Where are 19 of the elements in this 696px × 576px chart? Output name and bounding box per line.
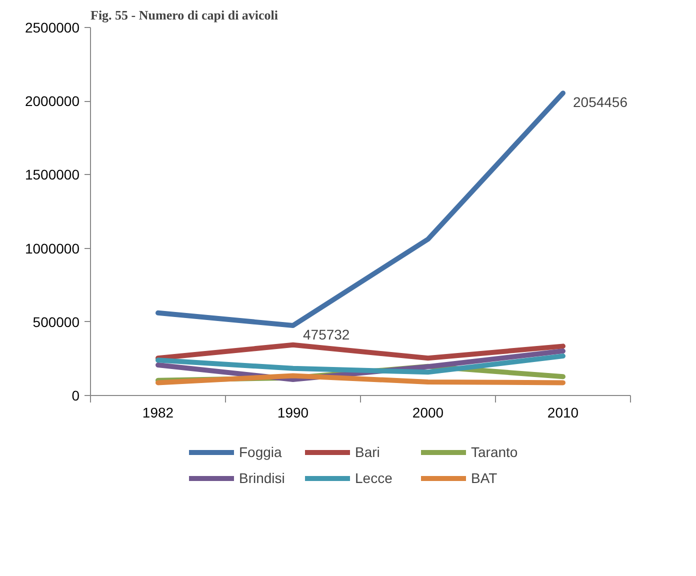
legend-label: Taranto xyxy=(471,444,519,460)
legend-label: Foggia xyxy=(239,444,283,460)
legend-label: Bari xyxy=(355,444,381,460)
x-tick-label: 1990 xyxy=(277,404,309,420)
x-tick-label: 2010 xyxy=(547,404,579,420)
y-tick-label: 0 xyxy=(72,388,80,404)
chart-title: Fig. 55 - Numero di capi di avicoli xyxy=(90,8,278,22)
legend-label: BAT xyxy=(471,470,498,486)
y-tick-label: 1500000 xyxy=(24,166,80,183)
x-tick-label: 2000 xyxy=(412,404,444,420)
y-tick-label: 500000 xyxy=(32,314,80,330)
data-label: 2054456 xyxy=(573,94,628,110)
y-tick-label: 2000000 xyxy=(24,93,80,110)
data-label: 475732 xyxy=(303,326,350,342)
y-tick-label: 1000000 xyxy=(24,240,80,256)
legend-label: Brindisi xyxy=(239,470,286,486)
x-tick-label: 1982 xyxy=(142,404,174,420)
y-tick-label: 2500000 xyxy=(24,20,80,36)
legend-label: Lecce xyxy=(355,470,394,486)
